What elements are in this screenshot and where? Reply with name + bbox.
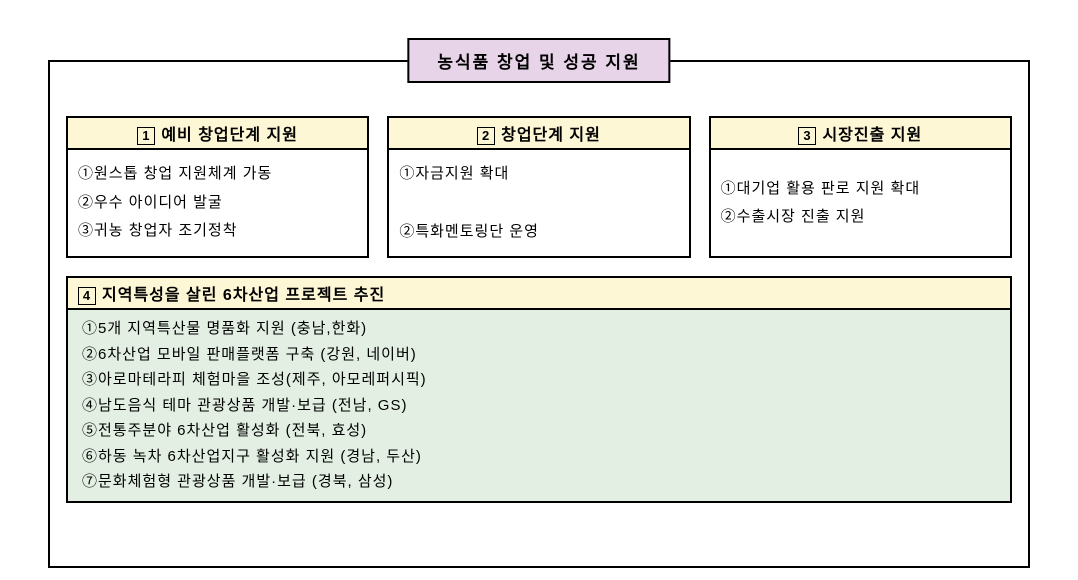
- box-1: 1 예비 창업단계 지원 ①원스톱 창업 지원체계 가동 ②우수 아이디어 발굴 …: [66, 116, 369, 258]
- box-4-header: 4 지역특성을 살린 6차산업 프로젝트 추진: [66, 276, 1012, 310]
- box-4-num: 4: [78, 287, 96, 305]
- box-3-header: 3 시장진출 지원: [709, 116, 1012, 150]
- list-item: ②6차산업 모바일 판매플랫폼 구축 (강원, 네이버): [82, 342, 996, 368]
- box-3-title: 시장진출 지원: [822, 127, 922, 144]
- list-item: ①5개 지역특산물 명품화 지원 (충남,한화): [82, 316, 996, 342]
- box-1-body: ①원스톱 창업 지원체계 가동 ②우수 아이디어 발굴 ③귀농 창업자 조기정착: [66, 150, 369, 258]
- box-2-header: 2 창업단계 지원: [387, 116, 690, 150]
- list-item: ①대기업 활용 판로 지원 확대: [721, 175, 1000, 204]
- list-item: ②우수 아이디어 발굴: [78, 189, 357, 218]
- box-3-body: ①대기업 활용 판로 지원 확대 ②수출시장 진출 지원: [709, 150, 1012, 258]
- box-4-title: 지역특성을 살린 6차산업 프로젝트 추진: [102, 287, 385, 304]
- list-item: ⑤전통주분야 6차산업 활성화 (전북, 효성): [82, 418, 996, 444]
- list-item: ①원스톱 창업 지원체계 가동: [78, 160, 357, 189]
- list-item: ④남도음식 테마 관광상품 개발·보급 (전남, GS): [82, 393, 996, 419]
- box-3: 3 시장진출 지원 ①대기업 활용 판로 지원 확대 ②수출시장 진출 지원: [709, 116, 1012, 258]
- box-2-title: 창업단계 지원: [501, 127, 601, 144]
- main-title: 농식품 창업 및 성공 지원: [407, 38, 670, 83]
- outer-frame: 1 예비 창업단계 지원 ①원스톱 창업 지원체계 가동 ②우수 아이디어 발굴 …: [48, 60, 1030, 568]
- box-2-body: ①자금지원 확대 ②특화멘토링단 운영: [387, 150, 690, 258]
- box-1-title: 예비 창업단계 지원: [161, 127, 298, 144]
- box-1-header: 1 예비 창업단계 지원: [66, 116, 369, 150]
- top-row: 1 예비 창업단계 지원 ①원스톱 창업 지원체계 가동 ②우수 아이디어 발굴 …: [66, 116, 1012, 258]
- box-4-body: ①5개 지역특산물 명품화 지원 (충남,한화) ②6차산업 모바일 판매플랫폼…: [66, 310, 1012, 503]
- list-item: ⑦문화체험형 관광상품 개발·보급 (경북, 삼성): [82, 469, 996, 495]
- list-item: ③아로마테라피 체험마을 조성(제주, 아모레퍼시픽): [82, 367, 996, 393]
- list-item: ③귀농 창업자 조기정착: [78, 217, 357, 246]
- box-3-num: 3: [798, 127, 816, 145]
- box-2: 2 창업단계 지원 ①자금지원 확대 ②특화멘토링단 운영: [387, 116, 690, 258]
- list-item: ②특화멘토링단 운영: [399, 218, 678, 247]
- box-2-num: 2: [477, 127, 495, 145]
- box-1-num: 1: [137, 127, 155, 145]
- list-item: ⑥하동 녹차 6차산업지구 활성화 지원 (경남, 두산): [82, 444, 996, 470]
- box-4: 4 지역특성을 살린 6차산업 프로젝트 추진 ①5개 지역특산물 명품화 지원 …: [66, 276, 1012, 503]
- list-item: ①자금지원 확대: [399, 160, 678, 189]
- list-item: ②수출시장 진출 지원: [721, 203, 1000, 232]
